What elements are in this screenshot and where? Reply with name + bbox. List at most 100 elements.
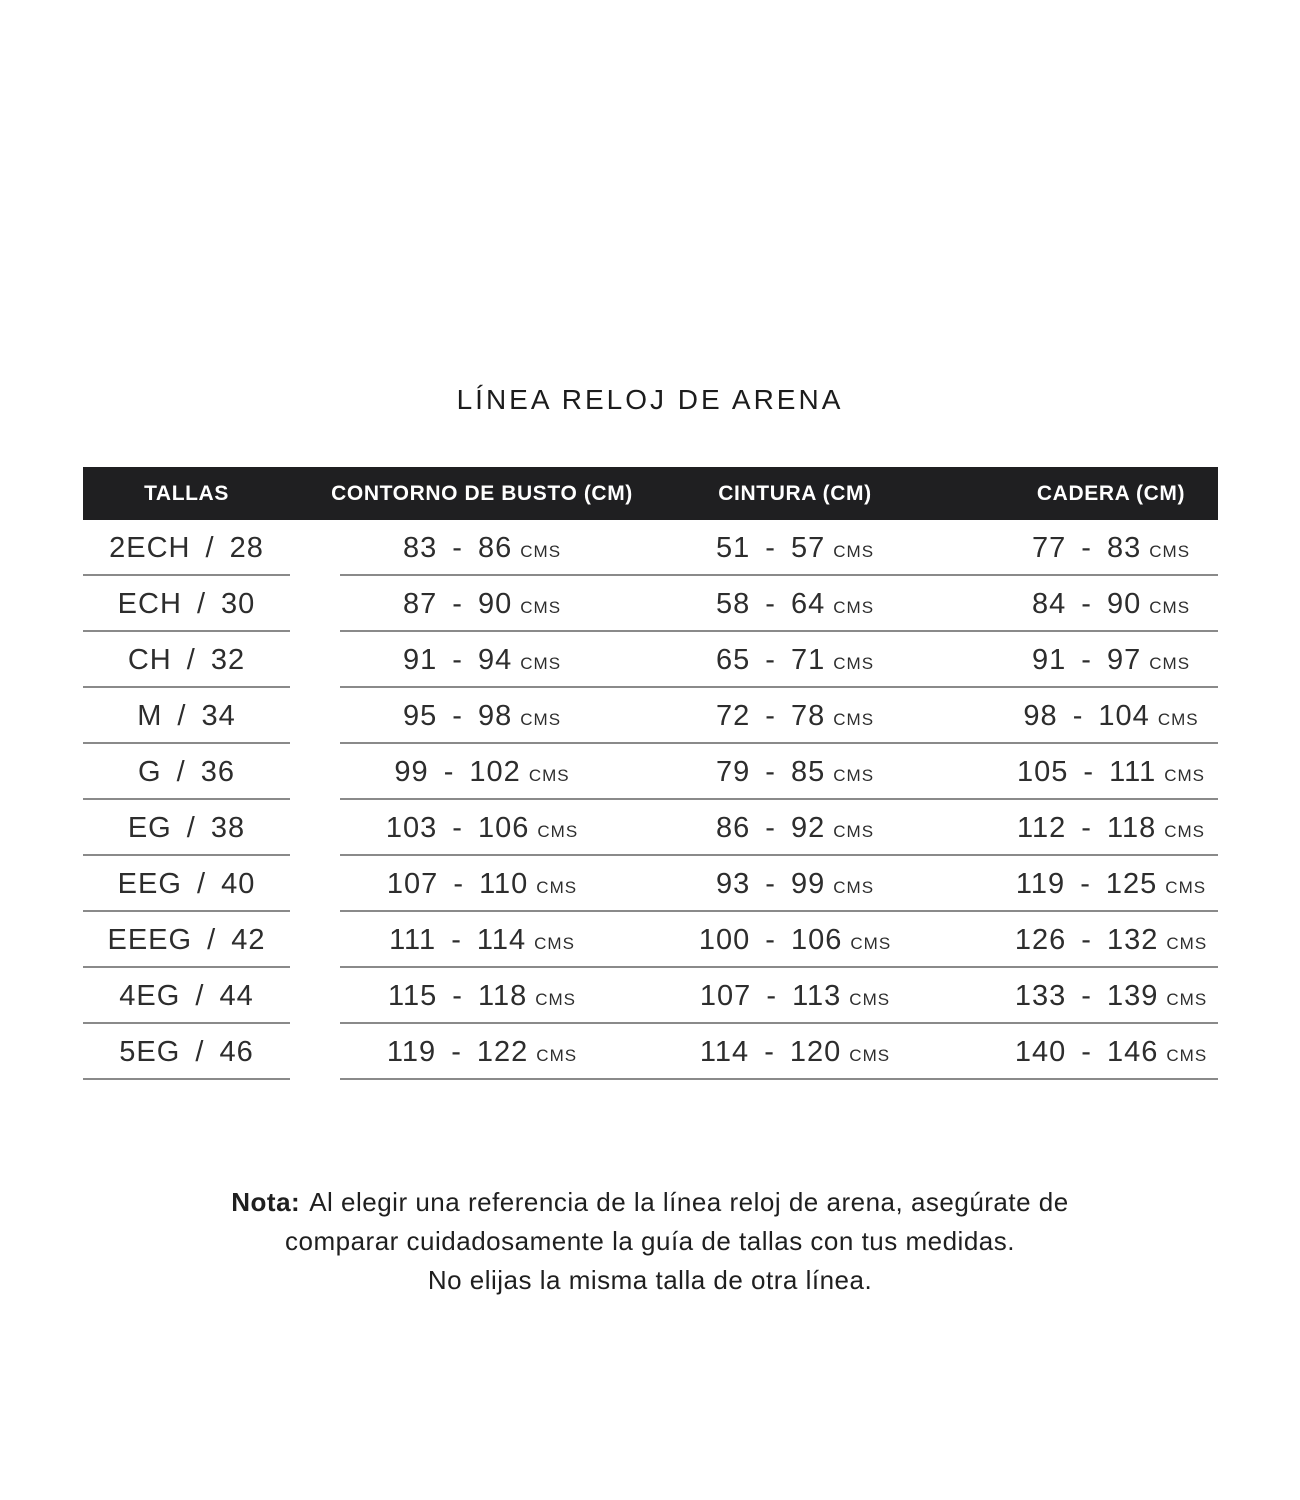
talla-value: CH / 32 (127, 643, 246, 676)
cell-cintura: 93 - 99 CMS (646, 856, 944, 912)
cadera-range: 105 - 111 (1016, 755, 1157, 788)
busto-range: 99 - 102 (394, 755, 521, 788)
busto-range: 103 - 106 (385, 811, 530, 844)
busto-unit: CMS (520, 541, 562, 561)
cell-talla: ECH / 30 (83, 576, 290, 632)
cadera-range: 91 - 97 (1031, 643, 1142, 676)
cadera-value-group: 84 - 90 CMS (1032, 588, 1190, 621)
cintura-value-group: 79 - 85 CMS (716, 756, 874, 789)
table-body: 2ECH / 28 83 - 86 CMS 51 - 57 CMS 77 - 8… (83, 520, 1218, 1080)
row-separator-right (340, 686, 1218, 688)
row-separator-left (83, 742, 290, 744)
busto-unit: CMS (537, 821, 579, 841)
cadera-range: 133 - 139 (1014, 979, 1159, 1012)
row-separator-left (83, 1022, 290, 1024)
cintura-range: 100 - 106 (698, 923, 843, 956)
cell-talla: 4EG / 44 (83, 968, 290, 1024)
talla-value: ECH / 30 (117, 587, 256, 620)
note-line-2: comparar cuidadosamente la guía de talla… (285, 1226, 1015, 1256)
busto-range: 83 - 86 (402, 531, 513, 564)
cadera-range: 126 - 132 (1014, 923, 1159, 956)
table-row: 5EG / 46 119 - 122 CMS 114 - 120 CMS 140… (83, 1024, 1218, 1080)
note-label: Nota: (231, 1187, 301, 1217)
cintura-value-group: 114 - 120 CMS (700, 1036, 890, 1069)
cintura-range: 114 - 120 (699, 1035, 842, 1068)
busto-unit: CMS (528, 765, 570, 785)
cadera-value-group: 77 - 83 CMS (1032, 532, 1190, 565)
cadera-value-group: 126 - 132 CMS (1015, 924, 1207, 957)
cadera-unit: CMS (1149, 597, 1191, 617)
cell-talla: 2ECH / 28 (83, 520, 290, 576)
cintura-value-group: 72 - 78 CMS (716, 700, 874, 733)
busto-value-group: 95 - 98 CMS (403, 700, 561, 733)
row-separator-left (83, 1078, 290, 1080)
busto-range: 87 - 90 (402, 587, 513, 620)
cadera-unit: CMS (1165, 877, 1207, 897)
cintura-value-group: 51 - 57 CMS (716, 532, 874, 565)
row-separator-left (83, 966, 290, 968)
cell-talla: EG / 38 (83, 800, 290, 856)
cadera-value-group: 98 - 104 CMS (1023, 700, 1198, 733)
cintura-value-group: 65 - 71 CMS (716, 644, 874, 677)
cintura-value-group: 93 - 99 CMS (716, 868, 874, 901)
cintura-unit: CMS (833, 653, 875, 673)
cadera-unit: CMS (1149, 653, 1191, 673)
cell-cintura: 100 - 106 CMS (646, 912, 944, 968)
cintura-unit: CMS (833, 597, 875, 617)
busto-value-group: 103 - 106 CMS (386, 812, 578, 845)
row-separator-right (340, 1078, 1218, 1080)
table-header-bar: TALLAS CONTORNO DE BUSTO (CM) CINTURA (C… (83, 467, 1218, 520)
row-separator-right (340, 1022, 1218, 1024)
cell-busto: 87 - 90 CMS (336, 576, 628, 632)
cadera-value-group: 133 - 139 CMS (1015, 980, 1207, 1013)
header-cintura: CINTURA (CM) (718, 481, 872, 505)
row-separator-left (83, 630, 290, 632)
cadera-value-group: 91 - 97 CMS (1032, 644, 1190, 677)
talla-value: EG / 38 (127, 811, 246, 844)
busto-unit: CMS (534, 933, 575, 953)
table-row: EG / 38 103 - 106 CMS 86 - 92 CMS 112 - … (83, 800, 1218, 856)
cell-cadera: 126 - 132 CMS (969, 912, 1253, 968)
table-row: M / 34 95 - 98 CMS 72 - 78 CMS 98 - 104 … (83, 688, 1218, 744)
busto-range: 91 - 94 (402, 643, 513, 676)
busto-value-group: 99 - 102 CMS (394, 756, 569, 789)
cell-cadera: 91 - 97 CMS (969, 632, 1253, 688)
header-cadera: CADERA (CM) (1036, 481, 1186, 505)
busto-unit: CMS (536, 1045, 578, 1065)
cell-busto: 115 - 118 CMS (336, 968, 628, 1024)
page-title: LÍNEA RELOJ DE ARENA (456, 384, 844, 415)
cell-cadera: 98 - 104 CMS (969, 688, 1253, 744)
cadera-range: 112 - 118 (1016, 811, 1157, 844)
cell-busto: 99 - 102 CMS (336, 744, 628, 800)
cell-cintura: 58 - 64 CMS (646, 576, 944, 632)
talla-value: 2ECH / 28 (109, 531, 264, 564)
cell-cintura: 86 - 92 CMS (646, 800, 944, 856)
busto-value-group: 91 - 94 CMS (403, 644, 561, 677)
table-row: CH / 32 91 - 94 CMS 65 - 71 CMS 91 - 97 … (83, 632, 1218, 688)
busto-unit: CMS (520, 653, 562, 673)
cadera-range: 98 - 104 (1023, 699, 1150, 732)
busto-value-group: 107 - 110 CMS (387, 868, 577, 901)
note: Nota: Al elegir una referencia de la líne… (130, 1183, 1170, 1300)
cell-cadera: 77 - 83 CMS (969, 520, 1253, 576)
cadera-unit: CMS (1164, 821, 1206, 841)
cell-busto: 95 - 98 CMS (336, 688, 628, 744)
busto-range: 107 - 110 (386, 867, 529, 900)
busto-value-group: 115 - 118 CMS (388, 980, 576, 1013)
cintura-unit: CMS (833, 709, 875, 729)
busto-range: 115 - 118 (387, 979, 528, 1012)
talla-value: G / 36 (138, 755, 235, 788)
header-tallas: TALLAS (144, 481, 229, 505)
cell-cintura: 51 - 57 CMS (646, 520, 944, 576)
size-chart-table: TALLAS CONTORNO DE BUSTO (CM) CINTURA (C… (83, 467, 1218, 1080)
cintura-range: 65 - 71 (715, 643, 826, 676)
cadera-unit: CMS (1164, 765, 1206, 785)
busto-value-group: 111 - 114 CMS (389, 924, 575, 957)
table-row: EEEG / 42 111 - 114 CMS 100 - 106 CMS 12… (83, 912, 1218, 968)
row-separator-right (340, 910, 1218, 912)
cell-cadera: 112 - 118 CMS (969, 800, 1253, 856)
header-busto: CONTORNO DE BUSTO (CM) (331, 481, 633, 505)
cell-talla: G / 36 (83, 744, 290, 800)
cintura-value-group: 107 - 113 CMS (700, 980, 890, 1013)
cadera-value-group: 119 - 125 CMS (1016, 868, 1206, 901)
